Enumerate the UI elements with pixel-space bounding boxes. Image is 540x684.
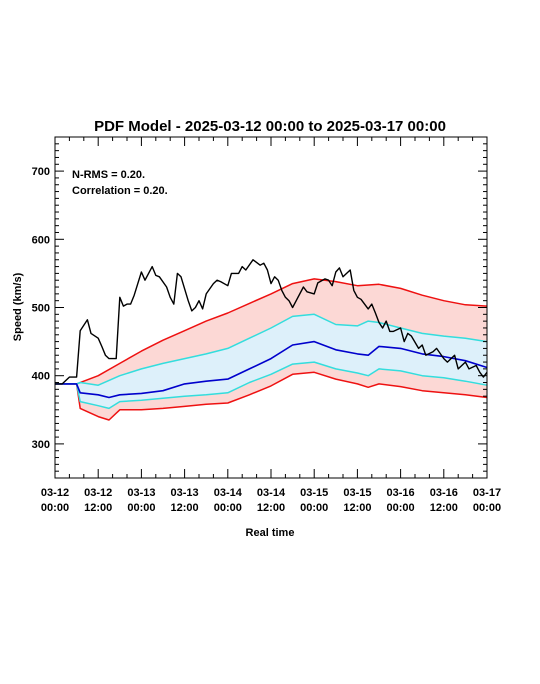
- x-tick-time: 12:00: [84, 502, 112, 514]
- x-tick-date: 03-16: [387, 487, 415, 499]
- y-tick-label: 300: [32, 439, 50, 451]
- x-tick-time: 00:00: [214, 502, 242, 514]
- y-tick-label: 400: [32, 371, 50, 383]
- x-tick-time: 00:00: [300, 502, 328, 514]
- series-lines: [55, 259, 488, 421]
- x-tick-date: 03-14: [257, 487, 286, 499]
- x-tick-time: 00:00: [127, 502, 155, 514]
- x-tick-date: 03-13: [171, 487, 199, 499]
- x-tick-time: 12:00: [430, 502, 458, 514]
- series-line-inner-lower: [55, 361, 488, 410]
- x-tick-time: 12:00: [171, 502, 199, 514]
- inner-band-fill: [55, 314, 487, 409]
- chart-title: PDF Model - 2025-03-12 00:00 to 2025-03-…: [94, 118, 446, 135]
- x-tick-date: 03-15: [300, 487, 328, 499]
- x-tick-date: 03-14: [214, 487, 243, 499]
- axes: 300 400 500 600 700 03-12 00:00 03-12 12:00 03-13…: [32, 136, 501, 514]
- x-tick-date: 03-12: [41, 487, 69, 499]
- y-tick-label: 500: [32, 303, 50, 315]
- x-tick-time: 12:00: [343, 502, 371, 514]
- series-line-outer-upper: [55, 278, 488, 385]
- series-line-outer-lower: [55, 371, 488, 421]
- x-tick-date: 03-15: [343, 487, 371, 499]
- nrms-annotation: N-RMS = 0.20.: [72, 169, 145, 181]
- x-tick-time: 00:00: [41, 502, 69, 514]
- x-tick-date: 03-16: [430, 487, 458, 499]
- x-tick-date: 03-12: [84, 487, 112, 499]
- x-tick-date: 03-17: [473, 487, 501, 499]
- x-axis-label: Real time: [246, 527, 295, 539]
- y-tick-label: 600: [32, 234, 50, 246]
- series-line-observed: [55, 259, 488, 385]
- x-tick-date: 03-13: [127, 487, 155, 499]
- y-axis-label: Speed (km/s): [12, 272, 24, 341]
- series-line-median: [55, 340, 488, 399]
- x-tick-time: 00:00: [473, 502, 501, 514]
- correlation-annotation: Correlation = 0.20.: [72, 185, 168, 197]
- x-tick-time: 12:00: [257, 502, 285, 514]
- y-tick-label: 700: [32, 166, 50, 178]
- series-line-inner-upper: [55, 313, 488, 386]
- x-tick-time: 00:00: [387, 502, 415, 514]
- uncertainty-bands: [55, 278, 487, 420]
